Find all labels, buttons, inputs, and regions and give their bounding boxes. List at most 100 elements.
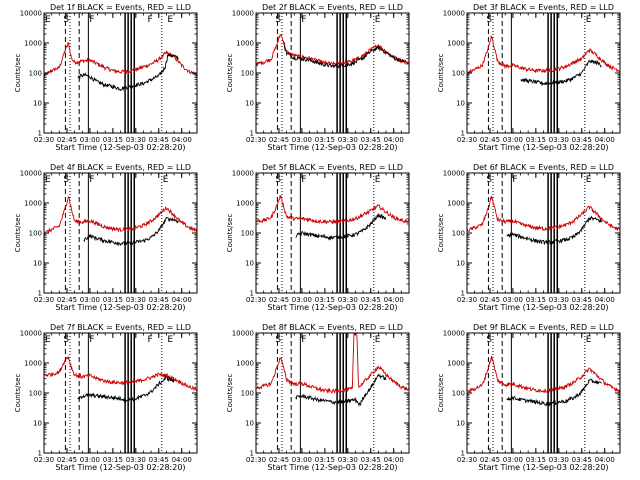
y-tick-label: 10000: [443, 10, 465, 18]
phase-letter: E: [167, 15, 173, 25]
lld-curve: [256, 195, 409, 225]
x-axis-label: Start Time (12-Sep-03 02:28:20): [267, 143, 397, 152]
y-axis-label: Counts/sec: [14, 374, 22, 413]
plot-frame: [43, 332, 198, 454]
y-tick-label: 100: [241, 390, 254, 398]
plot-frame: [255, 332, 410, 454]
x-axis-label: Start Time (12-Sep-03 02:28:20): [478, 303, 608, 312]
phase-letter: F: [301, 175, 306, 185]
x-axis-label: Start Time (12-Sep-03 02:28:20): [267, 303, 397, 312]
x-tick-label: 04:00: [172, 136, 192, 144]
y-tick-label: 1000: [236, 360, 254, 368]
x-tick-label: 02:45: [480, 456, 500, 464]
phase-letter: E: [375, 335, 381, 345]
x-tick-label: 03:00: [292, 456, 312, 464]
events-curve: [295, 213, 387, 241]
events-curve: [506, 378, 602, 407]
detector-panel-9: Det 9f BLACK = Events, RED = LLD 1 10 100 10…: [437, 323, 621, 472]
detector-panel-6: Det 6f BLACK = Events, RED = LLD 1 10 100 10…: [437, 163, 621, 312]
x-tick-label: 03:45: [149, 136, 169, 144]
phase-letter: E: [586, 15, 592, 25]
x-tick-label: 03:00: [292, 136, 312, 144]
panel-title: Det 3f BLACK = Events, RED = LLD: [473, 3, 614, 12]
x-tick-label: 03:00: [503, 296, 523, 304]
x-tick-label: 02:30: [34, 456, 54, 464]
y-tick-label: 10: [245, 260, 254, 268]
marker-lines: [276, 173, 375, 293]
x-axis-label: Start Time (12-Sep-03 02:28:20): [55, 463, 185, 472]
x-tick-label: 02:30: [246, 456, 266, 464]
x-tick-label: 03:00: [80, 296, 100, 304]
x-tick-label: 03:00: [80, 456, 100, 464]
plot-frame: [466, 172, 621, 294]
x-axis-label: Start Time (12-Sep-03 02:28:20): [55, 143, 185, 152]
y-tick-label: 1000: [447, 40, 465, 48]
x-tick-label: 03:15: [526, 136, 546, 144]
x-tick-label: 03:45: [149, 296, 169, 304]
y-tick-label: 10: [33, 260, 42, 268]
y-tick-label: 10: [245, 420, 254, 428]
phase-letter: E: [163, 175, 169, 185]
lld-curve: [44, 41, 197, 78]
x-tick-label: 04:00: [384, 136, 404, 144]
detector-panel-8: Det 8f BLACK = Events, RED = LLD 1 10 100 10…: [226, 323, 410, 472]
phase-letter: S: [486, 175, 492, 185]
lld-curve: [256, 33, 409, 68]
y-tick-label: 1: [461, 130, 465, 138]
y-axis-label: Counts/sec: [14, 214, 22, 253]
x-tick-label: 02:45: [57, 136, 77, 144]
plot-frame: [255, 12, 410, 134]
x-tick-label: 03:15: [103, 456, 123, 464]
phase-letter: S: [275, 335, 281, 345]
lld-curve: [467, 35, 620, 76]
panel-title: Det 6f BLACK = Events, RED = LLD: [473, 163, 614, 172]
x-tick-label: 02:45: [269, 136, 289, 144]
phase-letter: S: [275, 15, 281, 25]
y-tick-label: 10: [33, 100, 42, 108]
phase-letter: S: [486, 335, 492, 345]
x-tick-label: 03:00: [80, 136, 100, 144]
phase-letter: S: [63, 175, 69, 185]
x-tick-label: 03:45: [361, 136, 381, 144]
x-tick-label: 03:00: [292, 296, 312, 304]
plot-frame: [466, 332, 621, 454]
x-axis-label: Start Time (12-Sep-03 02:28:20): [478, 463, 608, 472]
events-curve: [506, 215, 603, 246]
y-tick-label: 10000: [20, 170, 42, 178]
x-tick-label: 03:30: [549, 456, 569, 464]
x-tick-label: 04:00: [384, 456, 404, 464]
phase-letter: E: [375, 175, 381, 185]
y-tick-label: 1: [250, 450, 254, 458]
y-tick-label: 10: [456, 100, 465, 108]
lld-curve: [467, 195, 620, 232]
y-tick-label: 100: [452, 390, 465, 398]
y-axis-label: Counts/sec: [14, 54, 22, 93]
x-tick-label: 02:30: [457, 456, 477, 464]
x-tick-label: 02:30: [457, 296, 477, 304]
lld-curve: [44, 356, 197, 392]
lld-curve: [256, 333, 409, 395]
x-tick-label: 03:45: [572, 456, 592, 464]
x-tick-label: 02:30: [34, 136, 54, 144]
y-tick-label: 10: [456, 420, 465, 428]
phase-letter: F: [148, 335, 153, 345]
x-tick-label: 03:15: [526, 456, 546, 464]
x-tick-label: 03:30: [126, 136, 146, 144]
x-tick-label: 02:30: [246, 296, 266, 304]
x-tick-label: 04:00: [595, 296, 615, 304]
phase-letter: F: [512, 175, 517, 185]
curves: [467, 195, 620, 246]
x-tick-label: 02:45: [57, 456, 77, 464]
x-tick-label: 03:45: [149, 456, 169, 464]
phase-letter: E: [586, 175, 592, 185]
phase-letter: S: [275, 175, 281, 185]
x-tick-label: 03:00: [503, 456, 523, 464]
curves: [467, 355, 620, 407]
panel-title: Det 4f BLACK = Events, RED = LLD: [50, 163, 191, 172]
marker-lines: [64, 333, 163, 453]
x-tick-label: 03:30: [338, 296, 358, 304]
phase-letter: E: [586, 335, 592, 345]
x-axis-label: Start Time (12-Sep-03 02:28:20): [267, 463, 397, 472]
x-tick-label: 03:30: [338, 136, 358, 144]
